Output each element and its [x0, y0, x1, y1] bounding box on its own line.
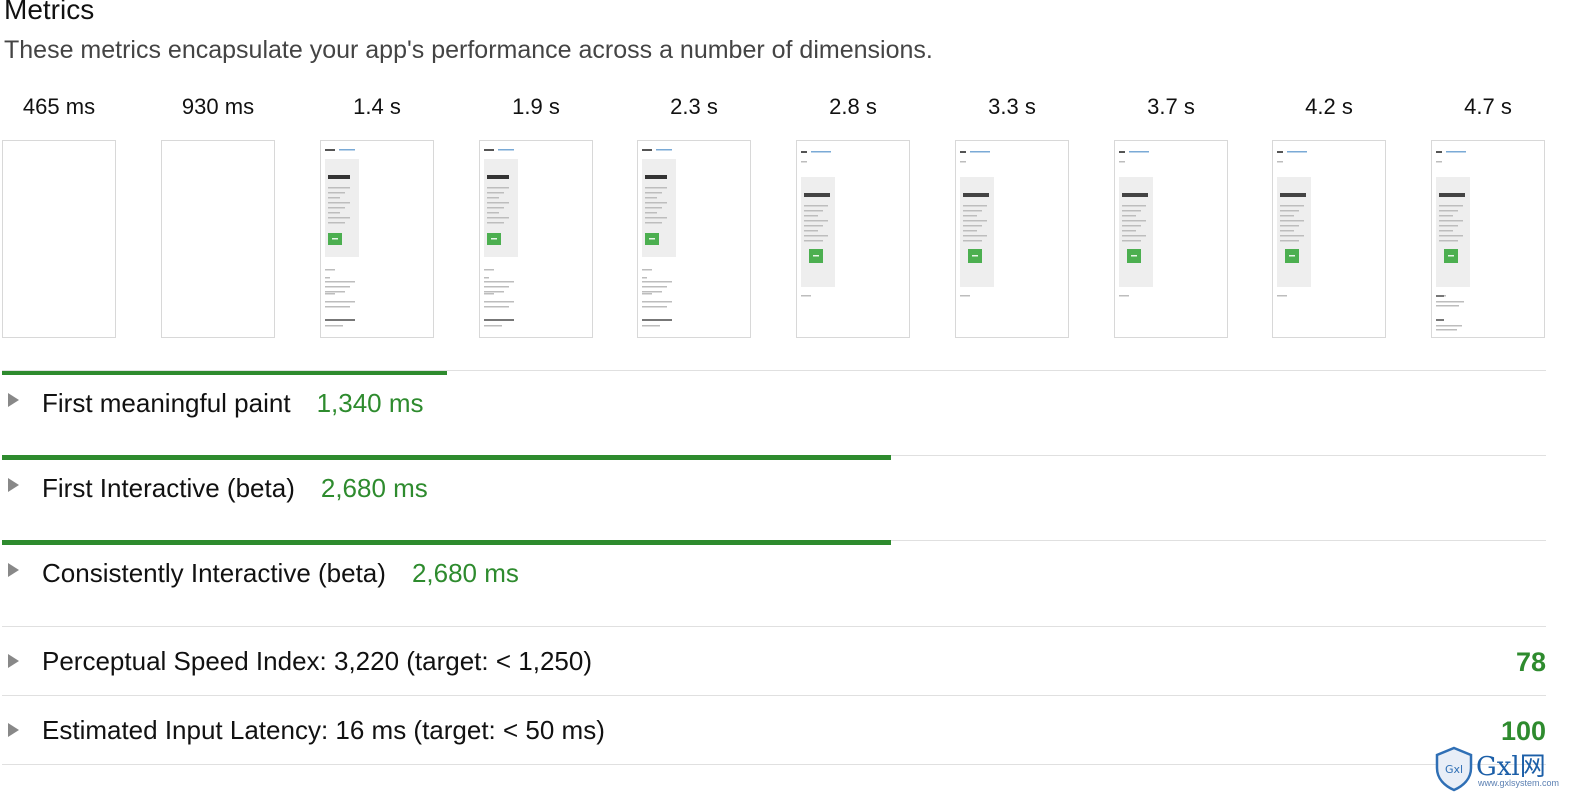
frame-thumbnail: [479, 140, 593, 338]
triangle-right-icon[interactable]: [8, 563, 19, 577]
section-subtitle: These metrics encapsulate your app's per…: [4, 36, 933, 64]
metric-value: 2,680 ms: [411, 558, 519, 588]
metric-value: 1,340 ms: [316, 388, 424, 418]
metric-score: 78: [1515, 647, 1546, 677]
metric-label: Consistently Interactive (beta) 2,680 ms: [42, 558, 519, 589]
triangle-right-icon[interactable]: [8, 478, 19, 492]
watermark-brand: Gxl网: [1476, 752, 1546, 782]
frame-timestamp: 4.2 s: [1305, 94, 1353, 119]
metric-first-meaningful-paint[interactable]: First meaningful paint 1,340 ms: [0, 370, 1546, 455]
frame-timestamp: 1.4 s: [353, 94, 401, 119]
frame-thumbnail: [796, 140, 910, 338]
section-title: Metrics: [4, 0, 95, 25]
divider: [2, 695, 1546, 696]
metric-value: 2,680 ms: [320, 473, 428, 503]
frame-timestamp: 930 ms: [181, 94, 255, 119]
divider: [2, 370, 1546, 371]
frame-timestamp: 1.9 s: [512, 94, 560, 119]
metric-bar: [2, 455, 891, 460]
metric-estimated-input-latency[interactable]: Estimated Input Latency: 16 ms (target: …: [0, 695, 1546, 765]
frame-timestamp: 2.3 s: [670, 94, 718, 119]
frame-thumbnail: [955, 140, 1069, 338]
metric-name: Consistently Interactive (beta): [42, 558, 386, 588]
metric-label: First Interactive (beta) 2,680 ms: [42, 473, 428, 504]
metric-score: 100: [1500, 716, 1546, 746]
frame-thumbnail: [161, 140, 275, 338]
metric-label: Perceptual Speed Index: 3,220 (target: <…: [42, 646, 592, 676]
metric-bar: [2, 370, 447, 375]
watermark-badge: Gxl: [1445, 763, 1463, 776]
frame-thumbnail: [1272, 140, 1386, 338]
frame-timestamp: 3.3 s: [988, 94, 1036, 119]
frame-timestamp: 3.7 s: [1147, 94, 1195, 119]
shield-icon: Gxl: [1435, 746, 1473, 792]
metric-label: First meaningful paint 1,340 ms: [42, 388, 424, 419]
frame-thumbnail: [1114, 140, 1228, 338]
metric-first-interactive[interactable]: First Interactive (beta) 2,680 ms: [0, 455, 1546, 540]
watermark-url: www.gxlsystem.com: [1478, 778, 1560, 788]
frame-timestamp: 2.8 s: [829, 94, 877, 119]
frame-timestamp: 4.7 s: [1464, 94, 1512, 119]
divider: [2, 764, 1546, 765]
frame-thumbnail: [320, 140, 434, 338]
metric-perceptual-speed-index[interactable]: Perceptual Speed Index: 3,220 (target: <…: [0, 626, 1546, 695]
metric-name: First Interactive (beta): [42, 473, 295, 503]
filmstrip: 465 ms 930 ms 1.4 s 1.9 s: [0, 90, 1586, 350]
frame-timestamp: 465 ms: [22, 94, 96, 119]
metric-bar: [2, 540, 891, 545]
metric-consistently-interactive[interactable]: Consistently Interactive (beta) 2,680 ms: [0, 540, 1546, 626]
frame-thumbnail: [637, 140, 751, 338]
watermark: Gxl Gxl网 www.gxlsystem.com: [1430, 744, 1586, 796]
triangle-right-icon[interactable]: [8, 654, 19, 668]
metric-label: Estimated Input Latency: 16 ms (target: …: [42, 715, 605, 745]
frame-thumbnail: [1431, 140, 1545, 338]
triangle-right-icon[interactable]: [8, 393, 19, 407]
frame-thumbnail: [2, 140, 116, 338]
triangle-right-icon[interactable]: [8, 723, 19, 737]
divider: [2, 626, 1546, 627]
metric-name: First meaningful paint: [42, 388, 291, 418]
